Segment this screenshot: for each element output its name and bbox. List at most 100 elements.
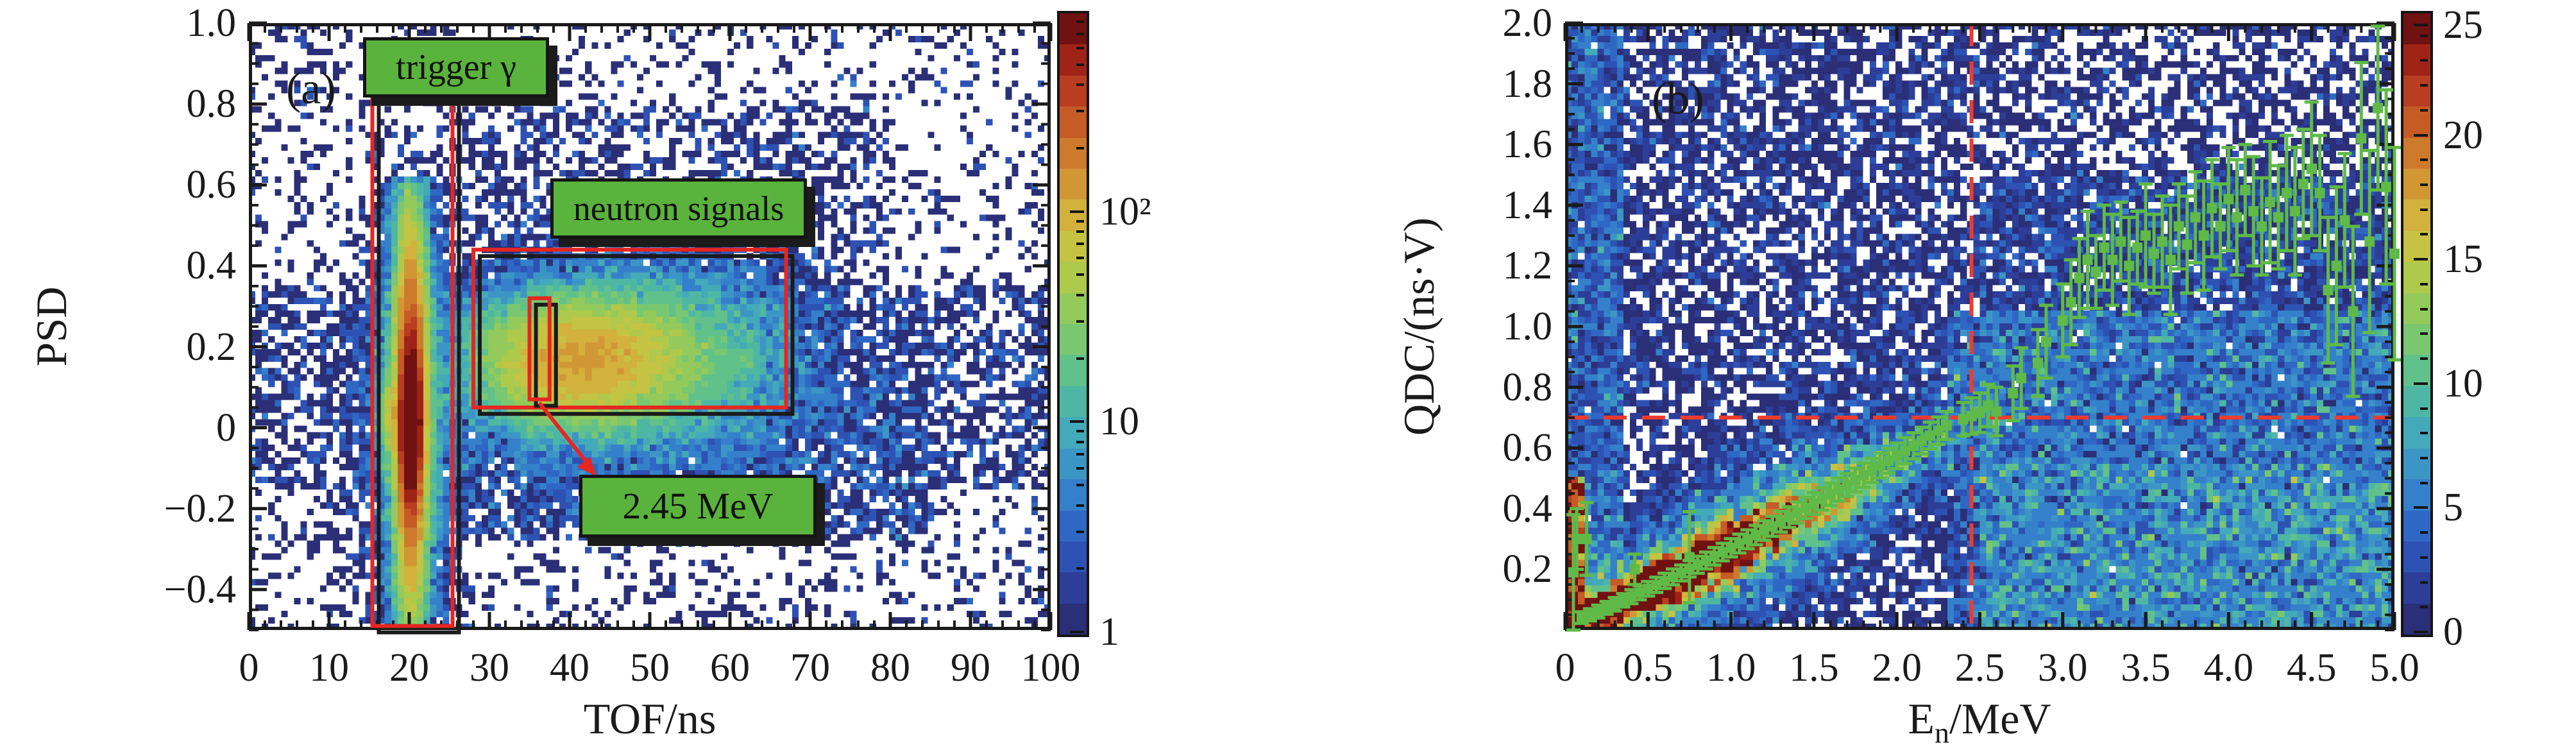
- colorbar-minor-tick: [1076, 230, 1084, 234]
- trigger-gamma-label-text: trigger γ: [395, 47, 516, 87]
- y-tick-label: 1.0: [1502, 305, 1553, 348]
- panel-b-colorbar: [2401, 11, 2433, 637]
- profile-point-marker: [2115, 236, 2126, 247]
- energy-2p45mev-label: 2.45 MeV: [579, 475, 817, 538]
- colorbar-major-tick: [2414, 382, 2428, 385]
- trigger-gamma-label: trigger γ: [363, 37, 549, 98]
- profile-point-marker: [2314, 187, 2325, 198]
- panel-b-overlay: [1563, 21, 2402, 632]
- energy-arrow-line: [538, 402, 593, 470]
- y-tick-label: 0.2: [1502, 547, 1553, 592]
- colorbar-minor-tick: [1076, 110, 1084, 113]
- y-tick-label: 1.4: [1502, 183, 1553, 227]
- colorbar-band: [1060, 355, 1087, 386]
- colorbar-minor-tick: [1076, 530, 1084, 533]
- colorbar-minor-tick: [1076, 441, 1084, 444]
- profile-point-marker: [1734, 538, 1745, 549]
- colorbar-minor-tick: [1076, 294, 1084, 297]
- y-tick-label: 0.8: [1502, 365, 1553, 409]
- colorbar-minor-tick: [1076, 357, 1084, 360]
- colorbar-band: [2403, 107, 2430, 138]
- panel-a-plot-area: [247, 21, 1053, 635]
- profile-point-marker: [2240, 185, 2251, 196]
- y-tick-label: 0.6: [1502, 426, 1553, 470]
- profile-point-marker: [2040, 336, 2051, 347]
- profile-point-marker: [1767, 521, 1778, 532]
- colorbar-minor-tick: [2420, 606, 2428, 609]
- profile-point-marker: [1875, 460, 1886, 471]
- colorbar-band: [2403, 603, 2430, 635]
- colorbar-major-tick: [2414, 631, 2428, 633]
- profile-point-marker: [2281, 187, 2292, 198]
- x-tick-label: 2.5: [1954, 646, 2005, 690]
- panel-b-plot-area: [1563, 21, 2402, 632]
- panel-b-x-axis-title: En/MeV: [1908, 697, 2051, 748]
- colorbar-band: [1060, 510, 1087, 541]
- profile-point-marker: [2339, 215, 2350, 226]
- profile-point-marker: [1750, 529, 1761, 540]
- profile-point-marker: [2099, 243, 2110, 253]
- colorbar-minor-tick: [1076, 243, 1084, 246]
- energy-arrowhead: [577, 457, 597, 476]
- colorbar-major-tick: [2414, 506, 2428, 509]
- colorbar-minor-tick: [2420, 531, 2428, 534]
- colorbar-band: [1060, 386, 1087, 418]
- profile-point-marker: [2033, 357, 2044, 368]
- y-tick-label: 1.6: [1502, 123, 1553, 167]
- x-tick-label: 1.5: [1789, 646, 1839, 690]
- colorbar-major-tick: [1070, 631, 1084, 633]
- colorbar-major-tick: [2414, 24, 2428, 26]
- profile-point-marker: [1991, 406, 2002, 417]
- profile-point-marker: [2157, 236, 2167, 247]
- x-tick-label: 30: [470, 646, 509, 690]
- y-tick-label: −0.2: [164, 486, 236, 531]
- x-tick-label: 0: [1555, 646, 1575, 690]
- colorbar-minor-tick: [1076, 467, 1084, 470]
- colorbar-band: [1060, 44, 1087, 76]
- panel-b-y-axis-title: QDC/(ns·V): [1394, 217, 1443, 436]
- profile-point-marker: [1759, 525, 1770, 536]
- profile-point-marker: [2140, 230, 2151, 241]
- x-tick-label: 4.5: [2286, 646, 2337, 690]
- profile-point-marker: [2257, 221, 2267, 232]
- x-tick-label: 100: [1021, 646, 1081, 690]
- profile-point-marker: [2182, 239, 2192, 250]
- colorbar-minor-tick: [2420, 34, 2428, 37]
- profile-point-marker: [2149, 248, 2160, 259]
- colorbar-minor-tick: [1076, 219, 1084, 223]
- colorbar-minor-tick: [2420, 556, 2428, 559]
- trigger-region-box: [370, 94, 455, 628]
- y-tick-label: 2.0: [1502, 1, 1553, 45]
- colorbar-major-tick: [1070, 420, 1084, 423]
- colorbar-band: [2403, 479, 2430, 511]
- profile-point-marker: [1842, 479, 1852, 490]
- axes-ticks: [247, 21, 1053, 631]
- energy-region-box-shadow: [534, 302, 558, 408]
- neutron-signals-label-text: neutron signals: [573, 189, 784, 228]
- colorbar-band: [2403, 448, 2430, 480]
- x-tick-label: 10: [309, 646, 349, 690]
- colorbar-minor-tick: [2420, 282, 2428, 286]
- colorbar-band: [1060, 262, 1087, 293]
- colorbar-band: [1060, 13, 1087, 45]
- profile-point-marker: [1966, 411, 1977, 422]
- colorbar-band: [1060, 230, 1087, 262]
- colorbar-band: [1060, 541, 1087, 573]
- colorbar-band: [2403, 324, 2430, 355]
- profile-point-marker: [1792, 507, 1803, 518]
- colorbar-minor-tick: [1076, 567, 1084, 570]
- colorbar-minor-tick: [1076, 147, 1084, 150]
- colorbar-tick-label: 20: [2443, 113, 2483, 157]
- colorbar-band: [1060, 75, 1087, 107]
- profile-point-marker: [2173, 221, 2184, 232]
- colorbar-band: [1060, 293, 1087, 325]
- profile-point-marker: [2356, 133, 2367, 144]
- profile-point-marker: [1717, 547, 1728, 558]
- profile-point-marker: [1629, 564, 1640, 575]
- colorbar-minor-tick: [2420, 357, 2428, 361]
- profile-point-marker: [1684, 563, 1695, 574]
- profile-point-marker: [1817, 493, 1827, 504]
- colorbar-minor-tick: [2420, 108, 2428, 112]
- colorbar-band: [1060, 169, 1087, 200]
- colorbar-minor-tick: [2420, 59, 2428, 62]
